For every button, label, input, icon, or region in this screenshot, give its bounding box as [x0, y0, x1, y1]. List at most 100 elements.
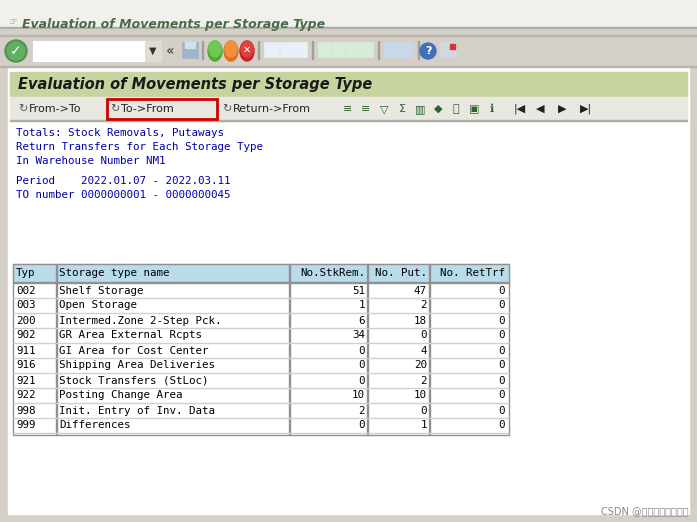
- Text: 📋: 📋: [452, 104, 459, 114]
- Bar: [107, 99, 217, 119]
- Text: Init. Entry of Inv. Data: Init. Entry of Inv. Data: [59, 406, 215, 416]
- Text: ℹ: ℹ: [490, 104, 494, 114]
- Bar: [384, 42, 398, 57]
- Text: 0: 0: [498, 330, 505, 340]
- Text: No. RetTrf: No. RetTrf: [440, 268, 505, 279]
- Text: No.StkRem.: No.StkRem.: [300, 268, 365, 279]
- Bar: [398, 42, 412, 57]
- Text: 34: 34: [352, 330, 365, 340]
- Text: Shelf Storage: Shelf Storage: [59, 286, 144, 295]
- Text: 6: 6: [358, 315, 365, 326]
- Bar: [33, 41, 153, 61]
- Text: Σ: Σ: [399, 104, 406, 114]
- Bar: [0, 27, 697, 28]
- Text: 0: 0: [498, 346, 505, 355]
- Text: 10: 10: [352, 390, 365, 400]
- Text: 0: 0: [498, 301, 505, 311]
- Text: 0: 0: [420, 406, 427, 416]
- Bar: [202, 41, 203, 59]
- Text: ▥: ▥: [415, 104, 425, 114]
- Text: ▼: ▼: [149, 46, 157, 56]
- Text: ≡: ≡: [344, 104, 353, 114]
- Text: 4: 4: [420, 346, 427, 355]
- Ellipse shape: [208, 41, 222, 61]
- Text: 0: 0: [498, 361, 505, 371]
- Text: ▽: ▽: [380, 104, 388, 114]
- Text: ▶: ▶: [558, 104, 567, 114]
- Text: GI Area for Cost Center: GI Area for Cost Center: [59, 346, 208, 355]
- Circle shape: [7, 42, 25, 60]
- Text: Evaluation of Movements per Storage Type: Evaluation of Movements per Storage Type: [22, 18, 325, 31]
- Bar: [13, 388, 509, 403]
- Text: Open Storage: Open Storage: [59, 301, 137, 311]
- Text: Shipping Area Deliveries: Shipping Area Deliveries: [59, 361, 215, 371]
- Text: 0: 0: [358, 375, 365, 386]
- Ellipse shape: [224, 41, 238, 61]
- Ellipse shape: [209, 41, 221, 57]
- Bar: [0, 35, 697, 36]
- Text: ↻: ↻: [222, 104, 231, 114]
- Text: 1: 1: [420, 421, 427, 431]
- Circle shape: [5, 40, 27, 62]
- Text: 0: 0: [498, 390, 505, 400]
- Circle shape: [420, 43, 436, 59]
- Bar: [13, 418, 509, 433]
- Text: 0: 0: [498, 421, 505, 431]
- Bar: [13, 298, 509, 313]
- Text: CSDN @喜欢打酱油的老马: CSDN @喜欢打酱油的老马: [602, 506, 689, 516]
- Text: In Warehouse Number NM1: In Warehouse Number NM1: [16, 156, 165, 166]
- Text: 51: 51: [352, 286, 365, 295]
- Text: 0: 0: [420, 330, 427, 340]
- Bar: [13, 313, 509, 328]
- Bar: [318, 42, 331, 57]
- Ellipse shape: [241, 41, 253, 57]
- Text: Stock Transfers (StLoc): Stock Transfers (StLoc): [59, 375, 208, 386]
- Text: 002: 002: [16, 286, 36, 295]
- Bar: [13, 264, 509, 435]
- Text: 10: 10: [414, 390, 427, 400]
- Text: 999: 999: [16, 421, 36, 431]
- Bar: [418, 41, 419, 59]
- Text: ✕: ✕: [243, 45, 251, 55]
- Text: 0: 0: [498, 315, 505, 326]
- Bar: [10, 97, 687, 121]
- Text: ↻: ↻: [110, 104, 119, 114]
- Text: 998: 998: [16, 406, 36, 416]
- Text: |◀: |◀: [514, 104, 526, 114]
- Text: Evaluation of Movements per Storage Type: Evaluation of Movements per Storage Type: [18, 77, 372, 91]
- Bar: [332, 42, 345, 57]
- Bar: [0, 35, 697, 67]
- Text: 18: 18: [414, 315, 427, 326]
- Bar: [13, 373, 509, 388]
- Text: 911: 911: [16, 346, 36, 355]
- Text: ◀: ◀: [536, 104, 544, 114]
- Text: ☞: ☞: [8, 17, 17, 27]
- Text: 916: 916: [16, 361, 36, 371]
- Bar: [13, 328, 509, 343]
- Bar: [13, 283, 509, 298]
- Text: Period    2022.01.07 - 2022.03.11: Period 2022.01.07 - 2022.03.11: [16, 175, 231, 186]
- Text: 20: 20: [414, 361, 427, 371]
- Text: 200: 200: [16, 315, 36, 326]
- Bar: [367, 264, 368, 435]
- Text: Return->From: Return->From: [233, 104, 311, 114]
- Bar: [185, 42, 195, 48]
- Text: GR Area External Rcpts: GR Area External Rcpts: [59, 330, 202, 340]
- Bar: [440, 42, 456, 57]
- Text: Differences: Differences: [59, 421, 130, 431]
- Text: Totals: Stock Removals, Putaways: Totals: Stock Removals, Putaways: [16, 128, 224, 138]
- Bar: [13, 282, 509, 283]
- Text: «: «: [166, 44, 174, 58]
- Bar: [0, 66, 697, 67]
- Bar: [264, 42, 279, 57]
- Text: Return Transfers for Each Storage Type: Return Transfers for Each Storage Type: [16, 142, 263, 152]
- Bar: [312, 41, 313, 59]
- Text: 0: 0: [358, 361, 365, 371]
- Text: ▣: ▣: [469, 104, 480, 114]
- Text: ↻: ↻: [18, 104, 27, 114]
- Bar: [13, 343, 509, 358]
- Text: To->From: To->From: [121, 104, 174, 114]
- Bar: [378, 41, 379, 59]
- Text: 921: 921: [16, 375, 36, 386]
- Ellipse shape: [240, 41, 254, 61]
